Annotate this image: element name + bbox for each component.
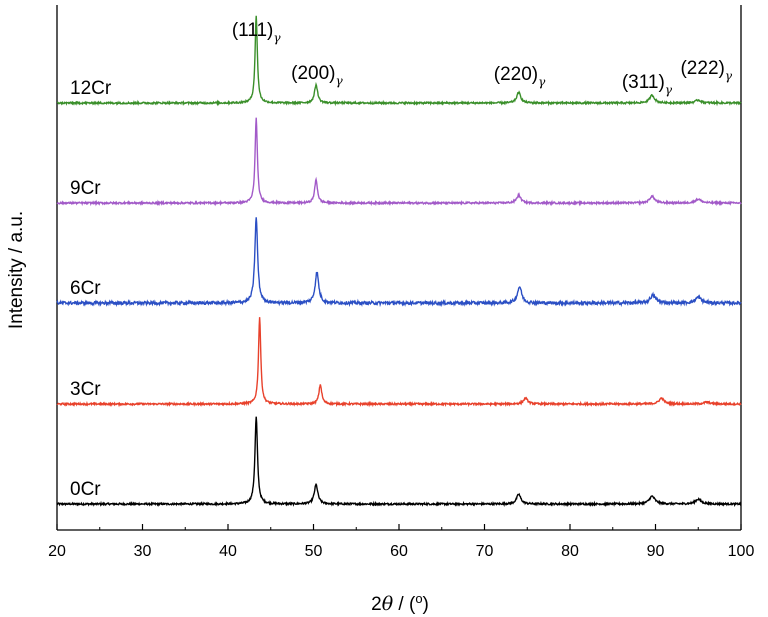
- x-tick-label: 90: [647, 543, 665, 560]
- x-tick-label: 50: [305, 543, 323, 560]
- x-tick-label: 80: [561, 543, 579, 560]
- series-labels: 0Cr 3Cr 6Cr 9Cr 12Cr: [70, 78, 112, 500]
- series-line-3Cr: [56, 317, 742, 408]
- series-line-9Cr: [56, 117, 742, 207]
- x-axis-label: 2θ / (o): [371, 591, 429, 616]
- x-tick-label: 60: [390, 543, 408, 560]
- x-axis-ticks: 20 30 40 50 60 70 80 90 100: [48, 524, 754, 560]
- x-tick-label: 70: [476, 543, 494, 560]
- series-line-6Cr: [56, 217, 742, 308]
- series-layer: [56, 15, 742, 508]
- peak-label: (200)γ: [291, 63, 343, 88]
- x-tick-label: 20: [48, 543, 66, 560]
- series-label-0Cr: 0Cr: [70, 479, 101, 500]
- peak-label: (311)γ: [622, 72, 673, 97]
- series-label-3Cr: 3Cr: [70, 379, 101, 400]
- x-label-suffix: / (: [393, 594, 416, 615]
- series-label-12Cr: 12Cr: [70, 78, 112, 99]
- x-label-close: ): [423, 594, 429, 615]
- series-line-0Cr: [56, 416, 742, 508]
- peak-label: (220)γ: [494, 64, 546, 89]
- series-label-6Cr: 6Cr: [70, 278, 101, 299]
- series-line-12Cr: [56, 15, 742, 107]
- x-label-degree: o: [415, 591, 422, 606]
- x-tick-label: 100: [728, 543, 755, 560]
- x-label-symbol: θ: [382, 593, 394, 615]
- x-label-prefix: 2: [371, 594, 382, 615]
- peak-label: (222)γ: [680, 58, 732, 83]
- y-axis-label: Intensity / a.u.: [6, 211, 27, 329]
- series-label-9Cr: 9Cr: [70, 178, 101, 199]
- peak-labels: (111)γ (200)γ (220)γ (311)γ (222)γ: [232, 20, 733, 97]
- peak-label: (111)γ: [232, 20, 282, 45]
- x-tick-label: 30: [134, 543, 152, 560]
- x-tick-label: 40: [219, 543, 237, 560]
